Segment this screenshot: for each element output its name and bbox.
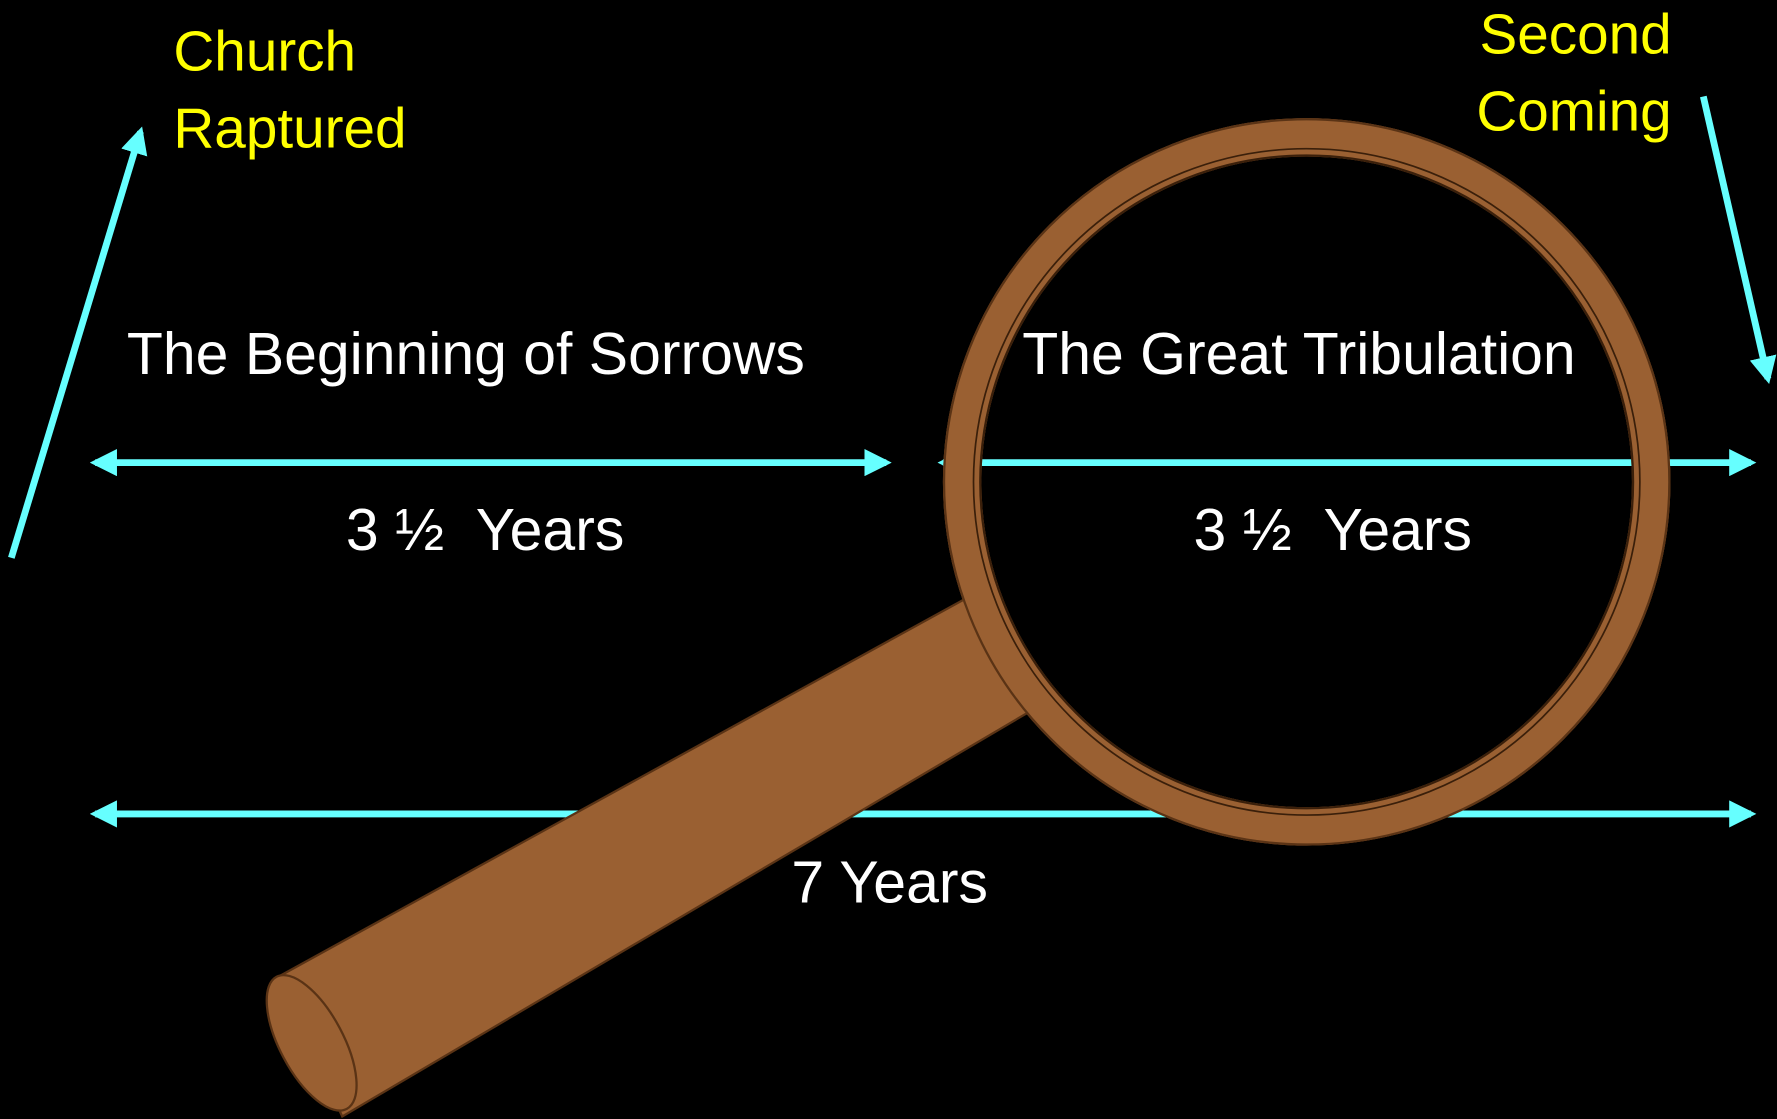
label: Raptured [173,98,406,161]
background [0,0,1777,1119]
duration: 3 ½ Years [346,498,624,563]
duration: 3 ½ Years [1194,498,1472,563]
slide: Church Raptured Second Coming The Beginn… [0,0,1777,1119]
label: Coming [1476,81,1671,144]
period-title: The Great Tribulation [1022,322,1575,387]
label: Church [173,20,356,83]
duration: 7 Years [791,850,988,915]
period-title: The Beginning of Sorrows [127,322,805,387]
label: Second [1479,3,1671,66]
